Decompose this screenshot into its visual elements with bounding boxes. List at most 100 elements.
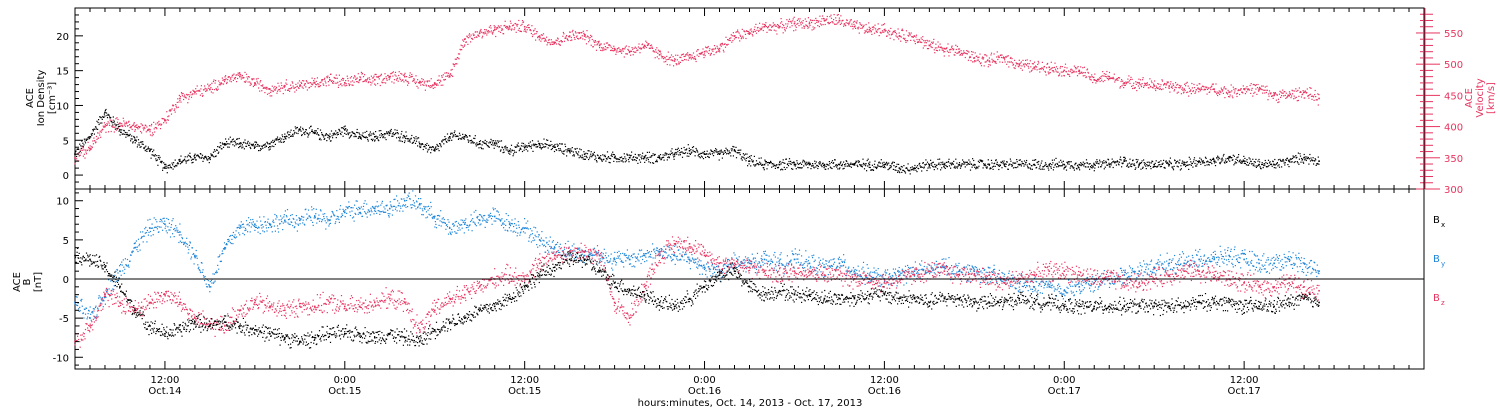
density-sample bbox=[435, 146, 437, 148]
velocity-point bbox=[418, 82, 421, 84]
density-sample bbox=[74, 151, 77, 153]
velocity-sample bbox=[1071, 72, 1073, 74]
density-sample bbox=[1243, 155, 1245, 157]
density-sample bbox=[711, 153, 713, 155]
velocity-sample bbox=[457, 53, 460, 55]
density-sample bbox=[1080, 162, 1082, 164]
density-sample bbox=[1049, 163, 1051, 165]
velocity-sample bbox=[622, 50, 624, 52]
density-sample bbox=[507, 149, 509, 151]
velocity-sample bbox=[590, 34, 592, 36]
velocity-sample bbox=[979, 53, 981, 55]
density-sample bbox=[388, 131, 390, 133]
density-sample bbox=[1085, 159, 1088, 161]
velocity-sample bbox=[84, 157, 86, 159]
density-sample bbox=[926, 169, 928, 172]
velocity-sample bbox=[1256, 93, 1258, 95]
density-sample bbox=[328, 138, 330, 140]
density-sample bbox=[805, 164, 807, 166]
velocity-sample bbox=[591, 38, 593, 41]
velocity-sample bbox=[334, 82, 336, 84]
density-sample bbox=[475, 143, 477, 145]
density-sample bbox=[852, 164, 855, 166]
velocity-sample bbox=[462, 46, 464, 48]
velocity-sample bbox=[353, 77, 355, 79]
velocity-sample bbox=[128, 120, 130, 122]
velocity-sample bbox=[513, 29, 515, 31]
velocity-sample bbox=[420, 81, 422, 84]
density-sample bbox=[176, 165, 178, 167]
density-sample bbox=[303, 132, 305, 134]
density-sample bbox=[1209, 161, 1211, 163]
velocity-sample bbox=[326, 76, 328, 78]
velocity-sample bbox=[143, 129, 145, 131]
density-sample bbox=[172, 168, 174, 170]
density-sample bbox=[741, 156, 743, 158]
density-sample bbox=[810, 168, 812, 170]
velocity-sample bbox=[97, 132, 99, 134]
density-sample bbox=[1023, 160, 1026, 162]
velocity-sample bbox=[225, 75, 227, 77]
density-sample bbox=[1055, 157, 1057, 159]
density-sample bbox=[491, 140, 493, 142]
density-sample bbox=[1291, 158, 1293, 160]
velocity-sample bbox=[650, 44, 653, 46]
velocity-sample bbox=[84, 149, 87, 151]
density-sample bbox=[714, 150, 716, 152]
density-sample bbox=[839, 167, 841, 169]
velocity-sample bbox=[951, 46, 953, 48]
density-sample bbox=[695, 151, 697, 153]
velocity-sample bbox=[1228, 96, 1230, 98]
density-sample bbox=[774, 165, 776, 167]
density-point bbox=[1288, 160, 1290, 162]
density-sample bbox=[591, 155, 593, 157]
velocity-sample bbox=[1246, 86, 1248, 88]
velocity-sample bbox=[811, 29, 813, 31]
velocity-sample bbox=[1151, 82, 1153, 84]
density-sample bbox=[351, 131, 354, 133]
velocity-sample bbox=[1253, 84, 1255, 86]
density-sample bbox=[752, 161, 754, 163]
velocity-sample bbox=[183, 98, 185, 101]
density-sample bbox=[382, 136, 385, 138]
velocity-sample bbox=[905, 30, 908, 32]
density-sample bbox=[418, 137, 420, 139]
density-sample bbox=[691, 151, 693, 153]
velocity-sample bbox=[540, 34, 542, 36]
velocity-sample bbox=[610, 49, 612, 52]
velocity-sample bbox=[1089, 78, 1091, 81]
velocity-sample bbox=[91, 146, 93, 148]
density-sample bbox=[766, 168, 768, 170]
density-sample bbox=[673, 158, 675, 160]
density-sample bbox=[1236, 159, 1239, 162]
velocity-sample bbox=[1178, 87, 1180, 89]
velocity-sample bbox=[690, 58, 692, 60]
velocity-sample bbox=[236, 74, 238, 76]
velocity-sample bbox=[1112, 76, 1114, 78]
density-sample bbox=[701, 156, 703, 158]
density-sample bbox=[514, 151, 516, 153]
velocity-sample bbox=[302, 87, 304, 89]
velocity-sample bbox=[1295, 96, 1297, 98]
velocity-sample bbox=[509, 20, 511, 22]
density-sample bbox=[193, 158, 195, 160]
velocity-sample bbox=[520, 24, 522, 27]
density-sample bbox=[906, 167, 908, 169]
velocity-sample bbox=[986, 60, 988, 62]
density-sample bbox=[699, 157, 701, 159]
density-sample bbox=[392, 132, 394, 134]
density-sample bbox=[872, 169, 875, 171]
velocity-sample bbox=[1168, 87, 1170, 89]
density-sample bbox=[590, 151, 592, 153]
velocity-sample bbox=[1170, 86, 1172, 88]
density-sample bbox=[375, 131, 377, 133]
density-sample bbox=[1112, 161, 1114, 163]
velocity-sample bbox=[369, 78, 371, 81]
velocity-sample bbox=[1086, 68, 1089, 70]
velocity-sample bbox=[676, 64, 678, 66]
density-sample bbox=[1025, 161, 1027, 163]
density-sample bbox=[569, 152, 571, 154]
density-sample bbox=[1074, 164, 1076, 166]
density-point bbox=[868, 163, 871, 166]
density-sample bbox=[981, 161, 983, 163]
